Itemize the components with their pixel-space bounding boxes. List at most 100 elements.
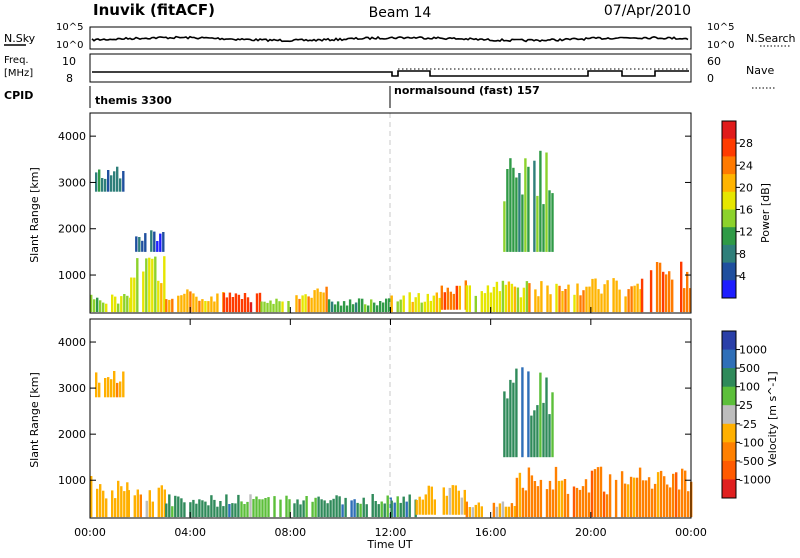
ytick-label: 4000 bbox=[58, 130, 86, 143]
heatmap-cell bbox=[551, 193, 554, 252]
colorbar-label: 4 bbox=[739, 270, 746, 283]
heatmap-cell bbox=[317, 496, 320, 517]
heatmap-cell bbox=[258, 292, 262, 313]
heatmap-cell bbox=[411, 301, 414, 313]
heatmap-cell bbox=[558, 285, 561, 313]
colorbar-frame bbox=[721, 330, 737, 499]
heatmap-cell bbox=[136, 489, 139, 518]
heatmap-cell bbox=[656, 472, 660, 518]
power-heatmap bbox=[90, 150, 692, 313]
heatmap-cell bbox=[424, 494, 427, 515]
heatmap-cell bbox=[151, 501, 154, 518]
heatmap-cell bbox=[542, 402, 545, 458]
heatmap-cell bbox=[636, 283, 639, 313]
heatmap-cell bbox=[408, 494, 411, 518]
heatmap-cell bbox=[281, 301, 284, 313]
heatmap-cell bbox=[689, 288, 692, 313]
heatmap-cell bbox=[530, 475, 534, 518]
heatmap-cell bbox=[189, 502, 192, 518]
heatmap-region-9 bbox=[95, 371, 125, 398]
heatmap-cell bbox=[154, 256, 157, 313]
heatmap-cell bbox=[133, 277, 136, 313]
heatmap-cell bbox=[655, 262, 659, 312]
heatmap-cell bbox=[658, 262, 662, 313]
heatmap-cell bbox=[228, 504, 231, 518]
colorbar-swatch bbox=[722, 156, 736, 175]
heatmap-cell bbox=[618, 289, 621, 313]
heatmap-cell bbox=[683, 288, 686, 313]
heatmap-cell bbox=[231, 297, 235, 313]
heatmap-cell bbox=[659, 470, 663, 518]
heatmap-cell bbox=[588, 286, 591, 313]
heatmap-cell bbox=[566, 493, 570, 518]
heatmap-cell bbox=[638, 467, 642, 518]
heatmap-cell bbox=[518, 472, 522, 517]
heatmap-cell bbox=[405, 501, 408, 518]
heatmap-cell bbox=[174, 495, 177, 518]
heatmap-cell bbox=[263, 301, 266, 313]
heatmap-cell bbox=[266, 302, 269, 313]
heatmap-cell bbox=[539, 479, 543, 518]
heatmap-cell bbox=[275, 298, 278, 313]
heatmap-cell bbox=[234, 503, 237, 517]
heatmap-cell bbox=[264, 498, 267, 518]
heatmap-cell bbox=[509, 158, 512, 252]
heatmap-region-10 bbox=[503, 367, 554, 458]
colorbar-label: 1000 bbox=[739, 344, 767, 357]
heatmap-cell bbox=[594, 278, 597, 312]
heatmap-cell bbox=[272, 303, 275, 313]
heatmap-cell bbox=[486, 285, 490, 313]
heatmap-cell bbox=[501, 280, 505, 313]
heatmap-cell bbox=[144, 233, 147, 252]
heatmap-cell bbox=[449, 291, 452, 310]
heatmap-cell bbox=[495, 281, 499, 313]
heatmap-cell bbox=[474, 504, 477, 518]
heatmap-cell bbox=[639, 289, 642, 313]
heatmap-cell bbox=[216, 506, 219, 518]
heatmap-cell bbox=[465, 501, 468, 518]
heatmap-cell bbox=[533, 481, 537, 517]
heatmap-cell bbox=[327, 299, 331, 313]
heatmap-cell bbox=[293, 503, 296, 517]
heatmap-cell bbox=[336, 301, 340, 313]
heatmap-cell bbox=[474, 295, 477, 313]
heatmap-cell bbox=[415, 500, 418, 515]
heatmap-cell bbox=[483, 293, 487, 313]
heatmap-cell bbox=[123, 294, 126, 313]
heatmap-cell bbox=[455, 285, 458, 310]
colorbar-swatch bbox=[722, 244, 736, 264]
heatmap-cell bbox=[102, 302, 105, 313]
heatmap-cell bbox=[344, 497, 347, 517]
heatmap-cell bbox=[527, 166, 530, 252]
heatmap-cell bbox=[117, 480, 120, 518]
colorbar-label: 25 bbox=[739, 399, 753, 412]
heatmap-cell bbox=[180, 295, 183, 313]
heatmap-cell bbox=[119, 381, 122, 398]
velocity-heatmap bbox=[90, 367, 693, 518]
cpid-mode-0: themis 3300 bbox=[95, 94, 172, 107]
heatmap-cell bbox=[325, 286, 328, 313]
colorbar-swatch bbox=[722, 442, 736, 462]
heatmap-cell bbox=[127, 490, 130, 517]
heatmap-cell bbox=[653, 483, 657, 518]
heatmap-cell bbox=[614, 479, 618, 518]
heatmap-region-4 bbox=[260, 298, 290, 313]
ytick-label: 1000 bbox=[58, 269, 86, 282]
heatmap-region-0 bbox=[90, 294, 132, 313]
heatmap-cell bbox=[316, 288, 319, 313]
heatmap-cell bbox=[545, 152, 548, 252]
heatmap-cell bbox=[255, 293, 259, 313]
heatmap-cell bbox=[252, 499, 255, 518]
heatmap-cell bbox=[545, 489, 549, 518]
heatmap-cell bbox=[150, 230, 153, 252]
heatmap-cell bbox=[237, 494, 240, 518]
ytick-label: 1000 bbox=[58, 474, 86, 487]
colorbar-swatch bbox=[722, 121, 736, 140]
heatmap-cell bbox=[507, 281, 511, 312]
heatmap-cell bbox=[650, 488, 654, 517]
heatmap-cell bbox=[513, 286, 517, 313]
colorbar-swatch bbox=[722, 331, 736, 351]
beam-title: Beam 14 bbox=[369, 5, 432, 21]
heatmap-region-2 bbox=[165, 494, 240, 518]
heatmap-cell bbox=[582, 290, 585, 313]
